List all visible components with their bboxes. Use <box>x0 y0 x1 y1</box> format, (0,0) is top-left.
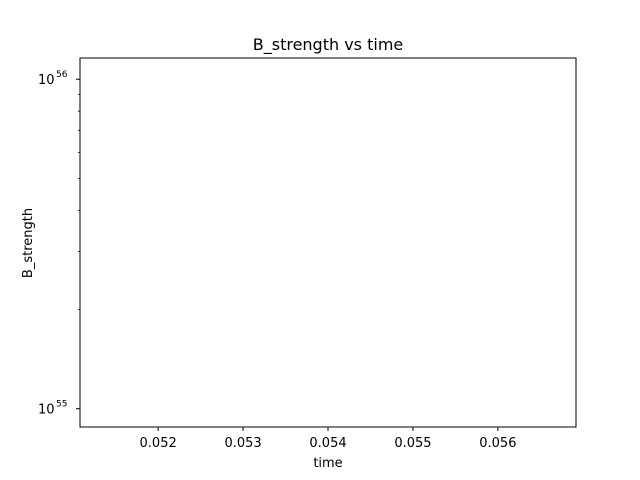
y-axis-label: B_strength <box>21 208 36 278</box>
chart-title: B_strength vs time <box>253 35 404 55</box>
x-tick-label: 0.054 <box>309 436 346 451</box>
y-tick-label-base: 10 <box>38 403 55 418</box>
y-tick-label-exponent: 56 <box>56 70 68 80</box>
x-tick-label: 0.053 <box>224 436 261 451</box>
x-axis-ticks: 0.052 0.053 0.054 0.055 0.056 <box>140 427 516 451</box>
y-tick-label-base: 10 <box>38 73 55 88</box>
x-tick-label: 0.055 <box>394 436 431 451</box>
x-tick-label: 0.052 <box>140 436 177 451</box>
x-tick-label: 0.056 <box>479 436 516 451</box>
y-axis-minor-ticks <box>78 93 80 310</box>
y-tick-label-exponent: 55 <box>56 400 67 410</box>
plot-frame <box>79 57 577 428</box>
x-axis-label: time <box>313 456 342 471</box>
